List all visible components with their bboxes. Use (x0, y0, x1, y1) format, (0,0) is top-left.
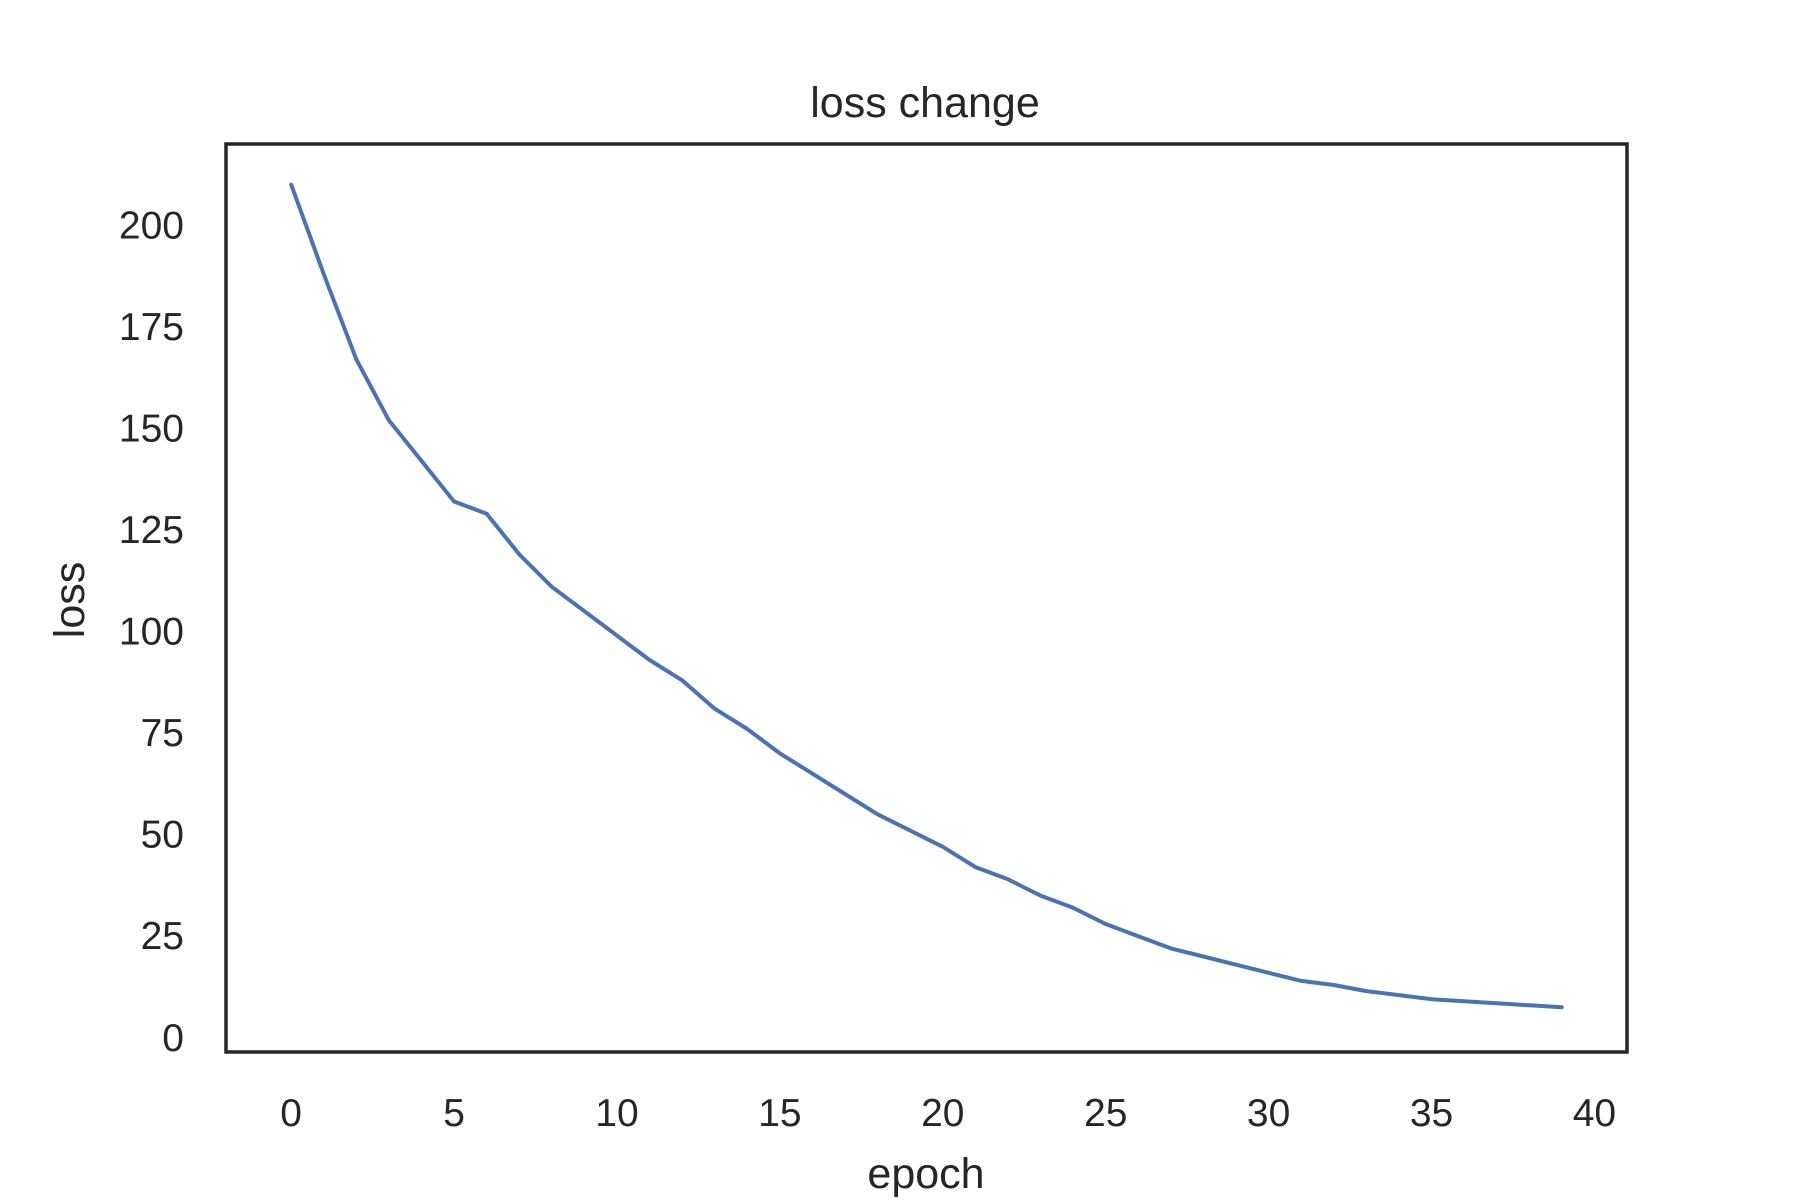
y-tick-label: 175 (119, 306, 184, 349)
x-tick-label: 35 (1410, 1092, 1453, 1135)
x-tick-label: 10 (595, 1092, 638, 1135)
y-tick-label: 125 (119, 509, 184, 552)
loss-line (289, 182, 1564, 1010)
chart-title: loss change (810, 79, 1040, 127)
x-tick-label: 0 (280, 1092, 302, 1135)
x-tick-label: 15 (758, 1092, 801, 1135)
y-tick-label: 25 (141, 915, 184, 958)
plot-frame (224, 142, 1629, 1054)
x-tick-label: 30 (1247, 1092, 1290, 1135)
x-tick-label: 40 (1573, 1092, 1616, 1135)
x-tick-label: 5 (443, 1092, 465, 1135)
y-tick-label: 100 (119, 611, 184, 654)
y-tick-label: 50 (141, 814, 184, 857)
y-axis-label: loss (46, 562, 94, 638)
x-tick-label: 25 (1084, 1092, 1127, 1135)
x-axis-ticks: 0 5 10 15 20 25 30 35 40 (280, 1092, 1616, 1135)
x-axis-label: epoch (867, 1150, 984, 1198)
y-tick-label: 200 (119, 204, 184, 247)
y-tick-label: 75 (141, 712, 184, 755)
y-tick-label: 0 (162, 1017, 184, 1060)
y-axis-ticks: 0 25 50 75 100 125 150 175 200 (119, 204, 184, 1060)
y-tick-label: 150 (119, 407, 184, 450)
x-tick-label: 20 (921, 1092, 964, 1135)
